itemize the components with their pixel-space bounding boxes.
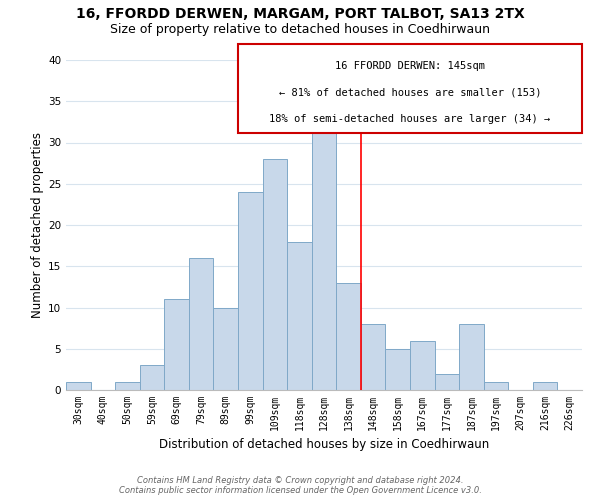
Bar [434,374,459,390]
Bar [263,159,287,390]
Bar [164,299,189,390]
Bar [287,242,312,390]
Y-axis label: Number of detached properties: Number of detached properties [31,132,44,318]
Bar [410,340,434,390]
FancyBboxPatch shape [238,44,582,132]
Bar [214,308,238,390]
Text: Contains HM Land Registry data © Crown copyright and database right 2024.
Contai: Contains HM Land Registry data © Crown c… [119,476,481,495]
Text: ← 81% of detached houses are smaller (153): ← 81% of detached houses are smaller (15… [279,88,541,98]
Bar [115,382,140,390]
Bar [189,258,214,390]
Bar [336,283,361,390]
Text: Size of property relative to detached houses in Coedhirwaun: Size of property relative to detached ho… [110,22,490,36]
Text: 18% of semi-detached houses are larger (34) →: 18% of semi-detached houses are larger (… [269,114,551,124]
Bar [533,382,557,390]
Bar [361,324,385,390]
Text: 16, FFORDD DERWEN, MARGAM, PORT TALBOT, SA13 2TX: 16, FFORDD DERWEN, MARGAM, PORT TALBOT, … [76,8,524,22]
Bar [66,382,91,390]
Bar [484,382,508,390]
Bar [385,349,410,390]
Text: 16 FFORDD DERWEN: 145sqm: 16 FFORDD DERWEN: 145sqm [335,61,485,71]
Bar [459,324,484,390]
Bar [140,365,164,390]
Bar [238,192,263,390]
X-axis label: Distribution of detached houses by size in Coedhirwaun: Distribution of detached houses by size … [159,438,489,452]
Bar [312,126,336,390]
